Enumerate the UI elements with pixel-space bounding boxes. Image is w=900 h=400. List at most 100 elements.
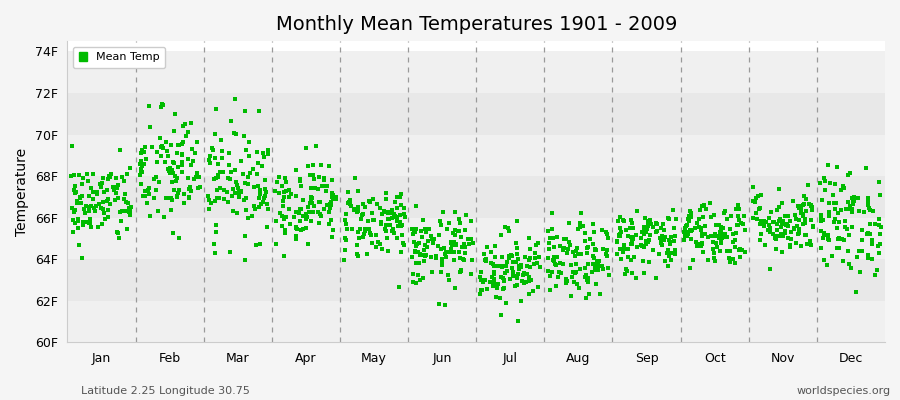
- Point: [211, 172, 225, 178]
- Point: [708, 232, 723, 239]
- Point: [319, 188, 333, 194]
- Point: [559, 236, 573, 242]
- Point: [458, 250, 473, 257]
- Point: [95, 175, 110, 181]
- Point: [171, 164, 185, 170]
- Point: [520, 271, 535, 278]
- Point: [502, 253, 517, 260]
- Point: [487, 263, 501, 270]
- Point: [238, 180, 252, 186]
- Point: [112, 235, 126, 241]
- Point: [829, 200, 843, 207]
- Point: [120, 199, 134, 206]
- Point: [860, 252, 875, 259]
- Point: [379, 196, 393, 202]
- Point: [655, 233, 670, 240]
- Point: [686, 257, 700, 263]
- Point: [613, 225, 627, 232]
- Point: [305, 195, 320, 201]
- Point: [729, 230, 743, 236]
- Point: [357, 231, 372, 237]
- Point: [202, 160, 217, 166]
- Point: [842, 206, 856, 212]
- Point: [350, 203, 365, 210]
- Point: [599, 229, 614, 236]
- Point: [571, 251, 585, 257]
- Point: [169, 175, 184, 182]
- Point: [669, 216, 683, 222]
- Point: [163, 165, 177, 172]
- Point: [451, 228, 465, 234]
- Point: [413, 277, 428, 283]
- Point: [480, 286, 494, 292]
- Point: [154, 152, 168, 159]
- Point: [563, 262, 578, 268]
- Point: [637, 244, 652, 250]
- Point: [277, 189, 292, 195]
- Point: [820, 262, 834, 268]
- Point: [779, 221, 794, 228]
- Point: [323, 205, 338, 211]
- Point: [613, 231, 627, 238]
- Point: [842, 261, 857, 267]
- Point: [835, 258, 850, 264]
- Point: [456, 256, 471, 263]
- Point: [814, 212, 829, 218]
- Point: [446, 230, 461, 236]
- Point: [799, 208, 814, 214]
- Point: [215, 148, 230, 154]
- Point: [868, 221, 882, 227]
- Point: [477, 251, 491, 258]
- Point: [832, 244, 846, 251]
- Point: [258, 188, 273, 195]
- Point: [490, 284, 504, 291]
- Point: [175, 141, 189, 147]
- Point: [780, 223, 795, 230]
- Point: [237, 196, 251, 203]
- Point: [87, 208, 102, 214]
- Point: [653, 235, 668, 242]
- Point: [229, 178, 243, 185]
- Point: [365, 210, 380, 216]
- Point: [452, 248, 466, 255]
- Point: [587, 229, 601, 236]
- Point: [274, 223, 289, 230]
- Point: [547, 254, 562, 260]
- Point: [855, 227, 869, 234]
- Point: [738, 249, 752, 255]
- Point: [379, 222, 393, 228]
- Point: [706, 245, 720, 252]
- Point: [346, 207, 361, 213]
- Point: [668, 233, 682, 239]
- Point: [792, 226, 806, 232]
- Point: [366, 217, 381, 223]
- Point: [768, 234, 782, 241]
- Point: [254, 201, 268, 208]
- Point: [573, 220, 588, 226]
- Point: [584, 268, 598, 275]
- Point: [572, 266, 587, 272]
- Point: [343, 200, 357, 207]
- Point: [325, 233, 339, 240]
- Point: [637, 228, 652, 235]
- Point: [851, 248, 866, 254]
- Point: [752, 204, 767, 211]
- Point: [132, 172, 147, 178]
- Point: [706, 212, 721, 218]
- Point: [641, 223, 655, 229]
- Point: [476, 278, 491, 285]
- Point: [691, 216, 706, 222]
- Point: [479, 256, 493, 262]
- Point: [228, 96, 242, 102]
- Point: [662, 237, 676, 243]
- Point: [839, 206, 853, 212]
- Point: [306, 209, 320, 216]
- Point: [75, 181, 89, 187]
- Point: [292, 176, 307, 182]
- Point: [496, 286, 510, 293]
- Point: [350, 209, 365, 216]
- Point: [691, 241, 706, 247]
- Point: [613, 214, 627, 220]
- Point: [802, 201, 816, 208]
- Point: [874, 224, 888, 230]
